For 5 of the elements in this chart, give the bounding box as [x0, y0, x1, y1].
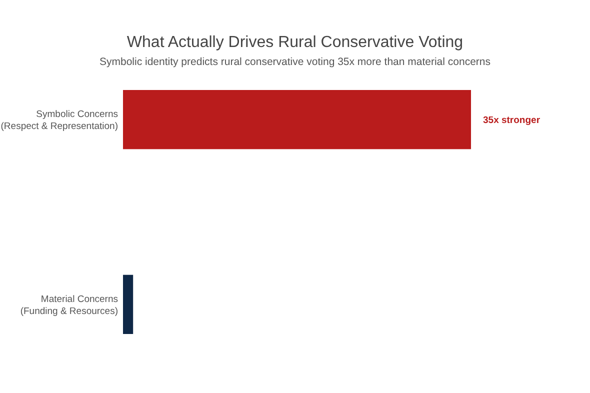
y-tick-label: Material Concerns (Funding & Resources)	[20, 294, 118, 317]
chart-title: What Actually Drives Rural Conservative Voting	[126, 34, 464, 51]
annotation: 35x stronger	[483, 115, 540, 126]
text: Symbolic identity predicts rural conservative voting 35x more than material concerns	[99, 56, 491, 68]
y-tick-label: Symbolic Concerns (Respect & Representation)	[0, 109, 118, 132]
